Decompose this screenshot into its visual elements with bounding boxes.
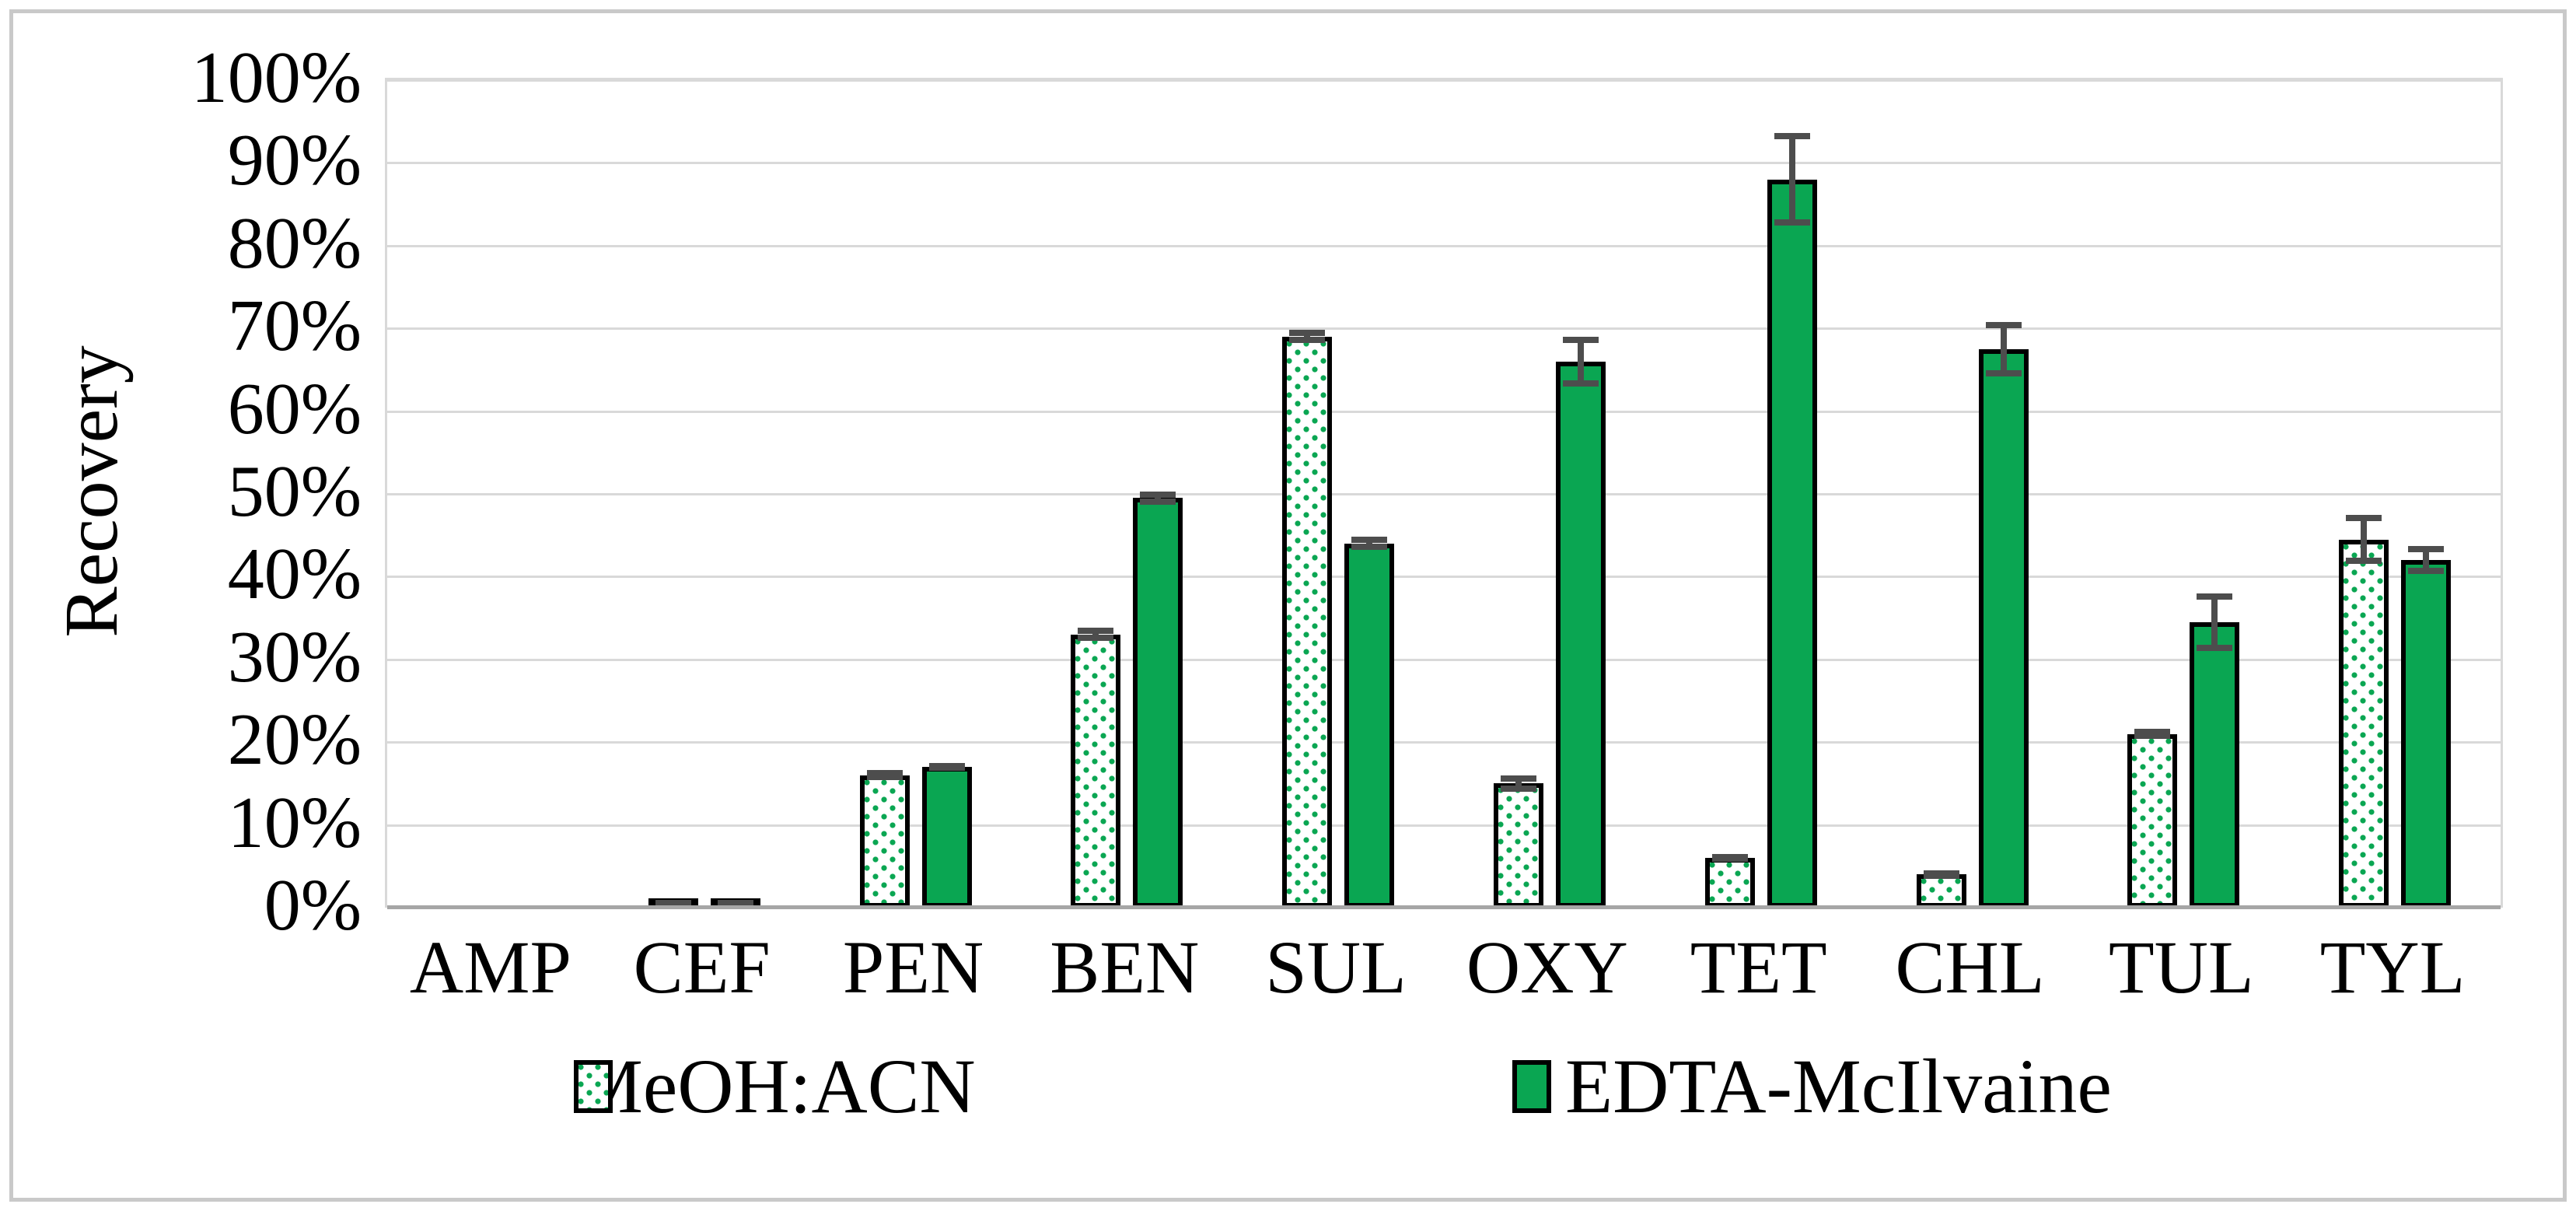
error-bar-top-cap-edta-mcilvaine-chl [1985,321,2022,328]
error-bar-line-meoh-acn-oxy [1515,775,1522,793]
y-tick-label-100: 100% [190,37,362,118]
error-bar-bottom-cap-meoh-acn-oxy [1500,786,1536,793]
bar-meoh-acn-oxy [1493,783,1543,908]
error-bar-line-meoh-acn-tyl [2361,514,2368,565]
bar-edta-mcilvaine-tet [1767,179,1817,908]
x-category-label-oxy: OXY [1466,926,1628,1009]
x-category-label-amp: AMP [409,926,571,1009]
error-bar-bottom-cap-meoh-acn-sul [1289,337,1326,344]
error-bar-bottom-cap-meoh-acn-tul [2134,732,2171,739]
error-bar-line-meoh-acn-ben [1092,628,1099,642]
bar-meoh-acn-ben [1071,634,1121,908]
error-bar-line-edta-mcilvaine-oxy [1577,336,1584,387]
error-bar-top-cap-edta-mcilvaine-sul [1351,537,1388,544]
x-category-label-cef: CEF [633,926,771,1009]
gridline-10pct [387,824,2501,827]
legend-swatch-dotted [574,1060,613,1113]
error-bar-line-edta-mcilvaine-tul [2211,593,2218,652]
y-tick-label-10: 10% [227,782,362,863]
bar-meoh-acn-tet [1704,858,1755,908]
bar-edta-mcilvaine-sul [1344,543,1395,908]
y-tick-label-60: 60% [227,368,362,450]
x-axis-line [387,905,2501,909]
error-bar-line-edta-mcilvaine-tyl [2423,546,2430,575]
error-bar-bottom-cap-meoh-acn-pen [866,774,903,781]
gridline-100pct [387,79,2501,82]
gridline-20pct [387,741,2501,744]
error-bar-bottom-cap-edta-mcilvaine-chl [1985,369,2022,376]
x-category-label-chl: CHL [1895,926,2045,1009]
error-bar-bottom-cap-edta-mcilvaine-tet [1774,219,1810,226]
x-category-label-pen: PEN [842,926,984,1009]
gridline-70pct [387,327,2501,331]
bar-edta-mcilvaine-pen [921,767,972,908]
error-bar-bottom-cap-edta-mcilvaine-cef [717,899,753,906]
y-tick-label-90: 90% [227,120,362,201]
error-bar-top-cap-meoh-acn-oxy [1500,775,1536,782]
y-tick-label-80: 80% [227,202,362,284]
gridline-80pct [387,244,2501,247]
bar-edta-mcilvaine-tyl [2401,560,2452,908]
bar-meoh-acn-tyl [2339,539,2389,908]
error-bar-bottom-cap-edta-mcilvaine-oxy [1562,380,1599,387]
gridline-30pct [387,658,2501,661]
gridline-90pct [387,162,2501,165]
x-category-label-ben: BEN [1050,926,1200,1009]
error-bar-bottom-cap-meoh-acn-tet [1711,856,1748,863]
error-bar-top-cap-edta-mcilvaine-tyl [2408,546,2445,553]
bar-edta-mcilvaine-chl [1978,348,2029,908]
y-tick-label-70: 70% [227,285,362,367]
x-category-label-tet: TET [1690,926,1827,1009]
legend-item-edta-mcilvaine: EDTA-McIlvaine [1512,1048,2112,1125]
bar-meoh-acn-sul [1282,336,1333,908]
y-tick-label-30: 30% [227,616,362,698]
bar-meoh-acn-tul [2127,733,2178,908]
error-bar-bottom-cap-edta-mcilvaine-tul [2197,645,2233,652]
error-bar-line-edta-mcilvaine-ben [1155,491,1162,505]
error-bar-line-meoh-acn-sul [1304,330,1311,344]
error-bar-top-cap-meoh-acn-tyl [2346,514,2382,521]
error-bar-top-cap-meoh-acn-sul [1289,330,1326,337]
y-tick-label-20: 20% [227,699,362,781]
y-tick-label-0: 0% [264,865,362,946]
error-bar-bottom-cap-meoh-acn-cef [655,899,691,906]
legend-swatch-solid-green [1512,1060,1551,1113]
error-bar-top-cap-edta-mcilvaine-oxy [1562,336,1599,343]
bar-edta-mcilvaine-oxy [1555,361,1606,908]
error-bar-top-cap-meoh-acn-ben [1078,628,1114,635]
error-bar-bottom-cap-edta-mcilvaine-tyl [2408,568,2445,575]
bar-edta-mcilvaine-ben [1133,498,1183,908]
bar-meoh-acn-chl [1916,874,1966,908]
error-bar-bottom-cap-meoh-acn-tyl [2346,558,2382,565]
error-bar-top-cap-edta-mcilvaine-ben [1140,491,1176,498]
gridline-50pct [387,493,2501,495]
error-bar-top-cap-edta-mcilvaine-tul [2197,593,2233,600]
error-bar-line-edta-mcilvaine-chl [2000,321,2007,376]
x-category-label-tyl: TYL [2319,926,2466,1009]
plot-area [385,78,2503,909]
error-bar-top-cap-meoh-acn-pen [866,770,903,777]
legend-item-meoh-acn: MeOH:ACN [574,1048,976,1125]
y-tick-label-50: 50% [227,451,362,532]
error-bar-line-edta-mcilvaine-sul [1366,537,1373,551]
x-category-label-sul: SUL [1265,926,1407,1009]
error-bar-bottom-cap-meoh-acn-chl [1923,872,1959,879]
error-bar-bottom-cap-edta-mcilvaine-ben [1140,498,1176,505]
error-bar-bottom-cap-edta-mcilvaine-pen [928,765,965,772]
legend-label-meoh-acn: MeOH:ACN [574,1043,976,1129]
gridline-40pct [387,576,2501,579]
bar-meoh-acn-pen [859,775,910,908]
x-category-label-tul: TUL [2108,926,2254,1009]
error-bar-line-edta-mcilvaine-tet [1788,133,1795,226]
error-bar-bottom-cap-edta-mcilvaine-sul [1351,544,1388,551]
legend-label-edta-mcilvaine: EDTA-McIlvaine [1565,1043,2112,1129]
error-bar-top-cap-edta-mcilvaine-tet [1774,133,1810,140]
error-bar-top-cap-meoh-acn-tul [2134,729,2171,736]
y-tick-label-40: 40% [227,534,362,615]
bar-edta-mcilvaine-tul [2190,621,2240,908]
error-bar-bottom-cap-meoh-acn-ben [1078,635,1114,642]
gridline-60pct [387,410,2501,413]
